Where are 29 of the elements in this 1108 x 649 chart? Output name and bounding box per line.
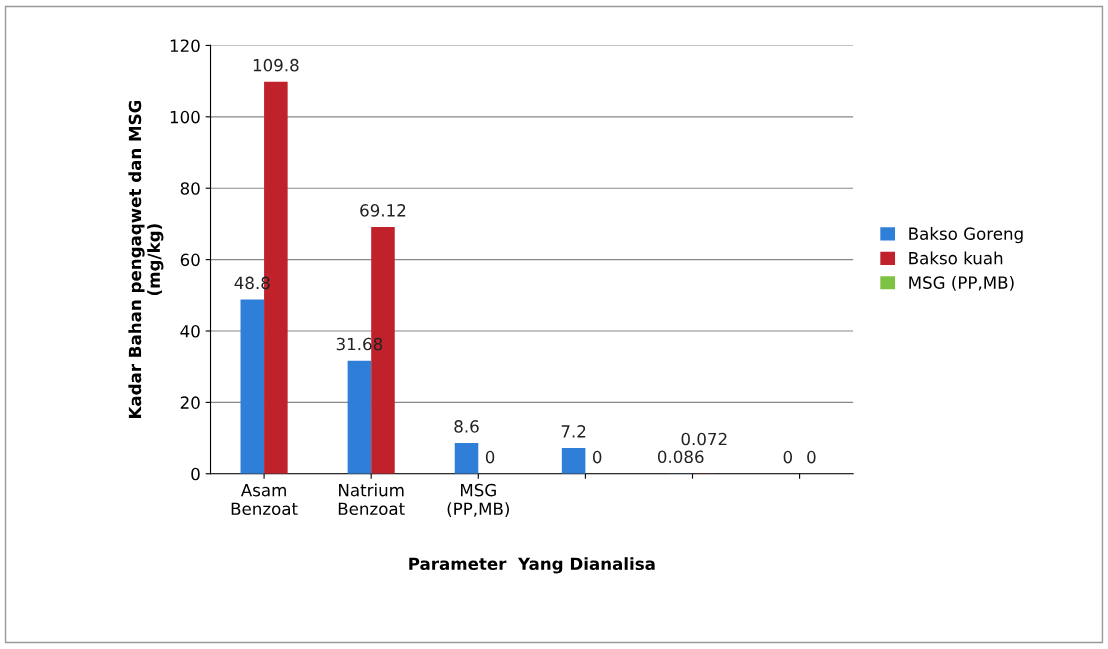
data-label: 69.12 [360, 204, 406, 217]
data-label: 0 [485, 450, 495, 464]
x-tick-label: MSG (PP,MB) [447, 483, 509, 518]
bar [347, 360, 372, 474]
x-tick-label: Asam Benzoat [231, 484, 298, 516]
legend-label: Bakso kuah [909, 251, 1003, 265]
y-tick-label: 100 [170, 110, 200, 124]
data-label: 0 [783, 450, 793, 464]
data-label: 109.8 [253, 58, 299, 72]
y-axis-title: Kadar Bahan pengaqwet dan MSG (mg/kg) [128, 100, 164, 419]
y-tick-label: 20 [180, 396, 200, 409]
bar [561, 448, 586, 474]
data-label: 0.072 [681, 432, 727, 446]
y-tick-label: 60 [180, 253, 200, 267]
bar [454, 443, 479, 474]
bar [240, 299, 265, 474]
data-label: 8.6 [454, 420, 479, 433]
legend-label: Bakso Goreng [909, 227, 1023, 244]
y-tick-label: 120 [170, 39, 200, 52]
x-tick-label: Natrium Benzoat [338, 483, 405, 516]
data-label: 0 [807, 450, 816, 464]
data-label: 7.2 [561, 425, 586, 438]
y-tick-label: 80 [180, 182, 200, 195]
x-axis-title: Parameter Yang Dianalisa [409, 557, 655, 574]
y-tick-label: 0 [191, 467, 200, 481]
data-label: 0.086 [657, 450, 704, 464]
legend-label: MSG (PP,MB) [909, 276, 1014, 291]
y-tick-label: 40 [180, 324, 200, 338]
data-label: 0 [592, 450, 602, 464]
